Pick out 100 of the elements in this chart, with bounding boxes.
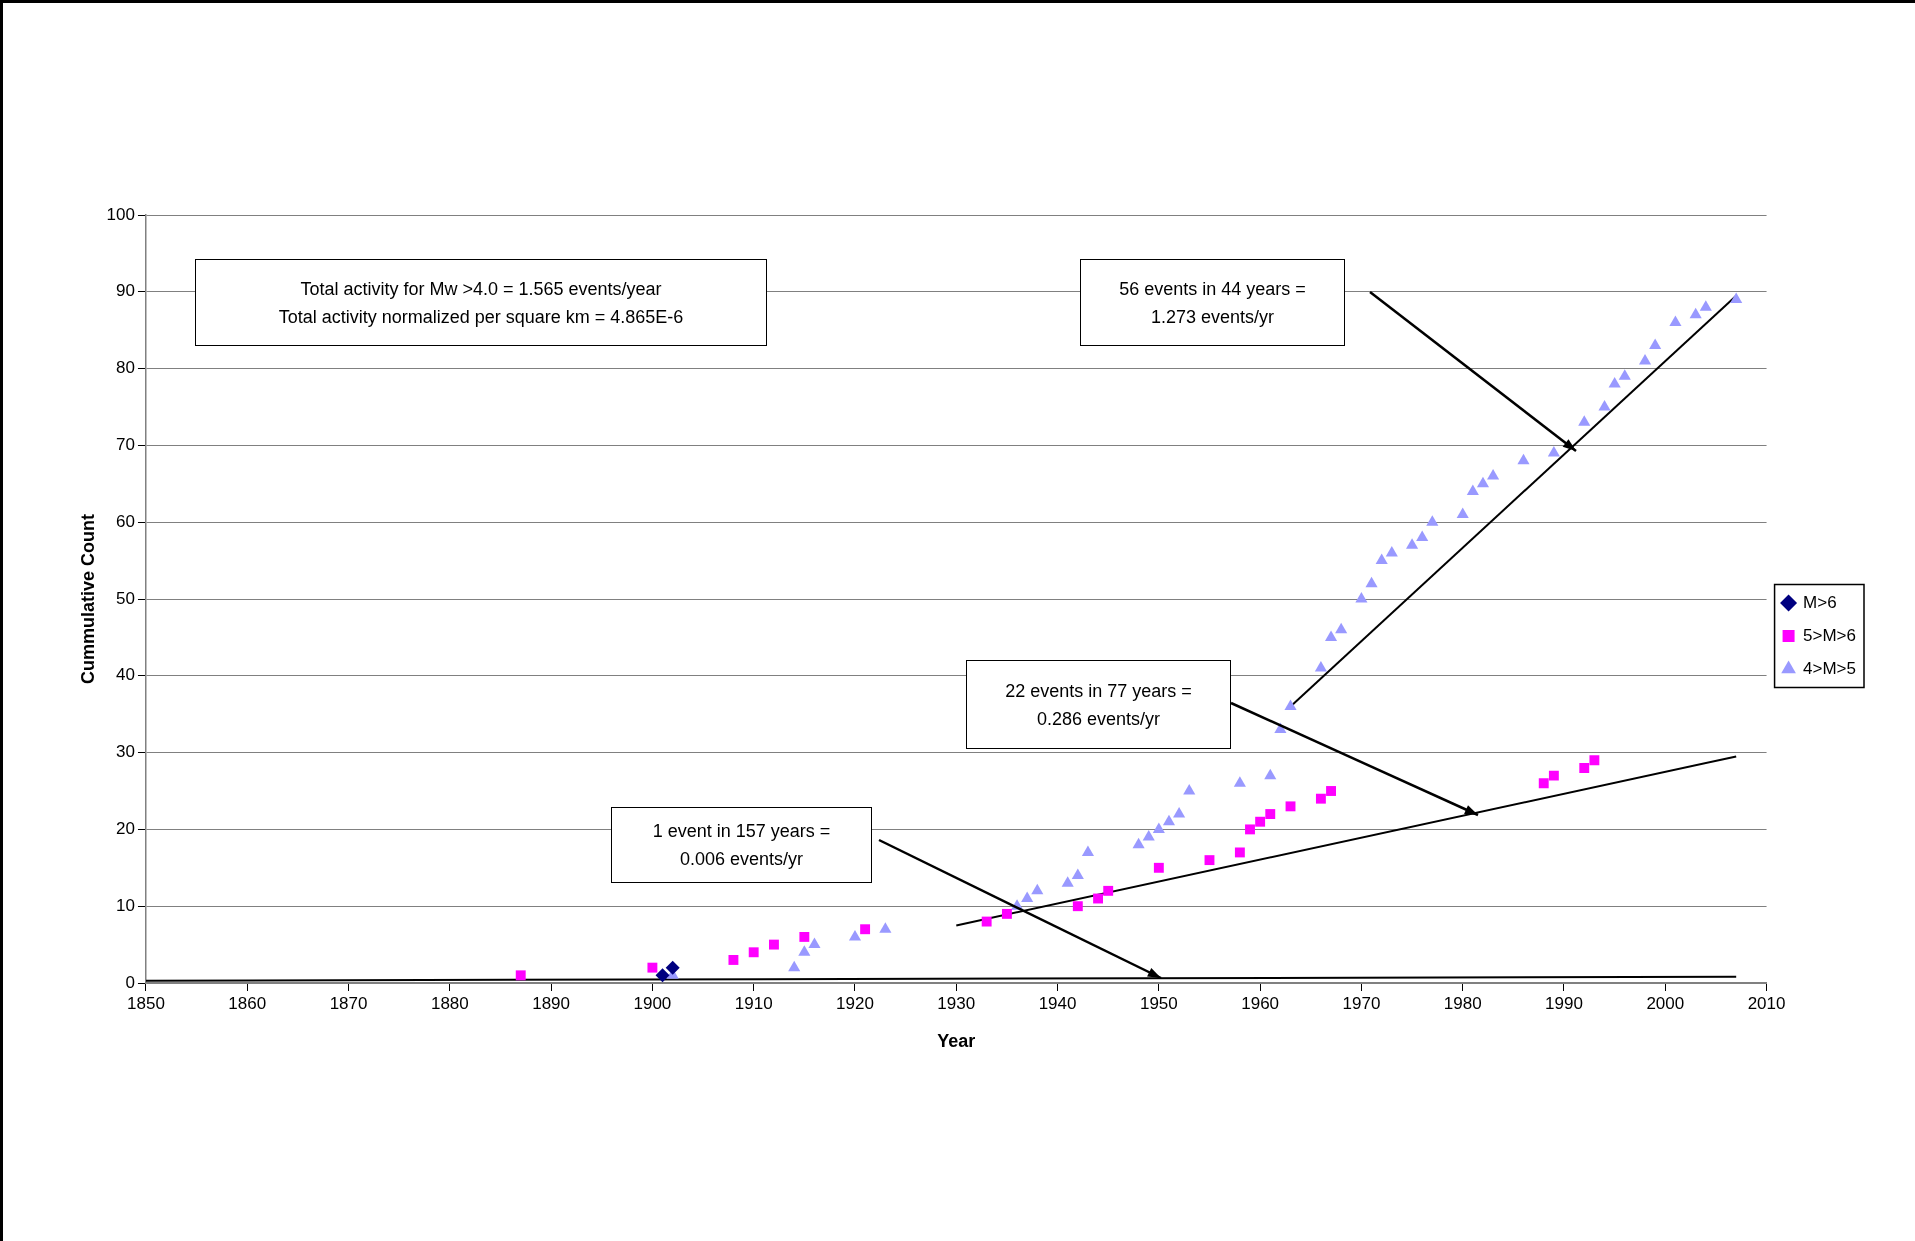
point bbox=[1061, 876, 1074, 887]
x-tick-label: 1890 bbox=[532, 993, 571, 1013]
annotation: 1 event in 157 years = 0.006 events/yr bbox=[652, 820, 831, 871]
point bbox=[647, 962, 658, 973]
point bbox=[769, 939, 779, 950]
point bbox=[1152, 822, 1165, 833]
point bbox=[1265, 809, 1276, 819]
legend-label: 5>M>6 bbox=[1803, 625, 1857, 645]
x-tick-label: 1900 bbox=[633, 993, 672, 1013]
point bbox=[1608, 376, 1621, 388]
point bbox=[1093, 893, 1104, 904]
point bbox=[1264, 768, 1277, 780]
point bbox=[1315, 793, 1326, 804]
y-tick-label: 30 bbox=[116, 742, 135, 762]
x-axis-title: Year bbox=[937, 1031, 976, 1052]
x-tick-label: 1920 bbox=[836, 993, 874, 1013]
legend-label: 4>M>5 bbox=[1803, 658, 1857, 678]
point bbox=[1233, 776, 1246, 787]
point bbox=[1132, 837, 1145, 849]
point bbox=[1326, 786, 1336, 796]
x-tick-label: 1880 bbox=[430, 993, 469, 1013]
legend-label: M>6 bbox=[1803, 592, 1837, 612]
x-tick-label: 1910 bbox=[734, 993, 773, 1013]
y-axis-title: Cummulative Count bbox=[77, 513, 98, 685]
point bbox=[788, 960, 801, 972]
point bbox=[848, 929, 862, 941]
point bbox=[1142, 830, 1155, 841]
x-tick-label: 1950 bbox=[1139, 993, 1178, 1013]
y-tick-label: 70 bbox=[116, 435, 135, 455]
x-tick-label: 1850 bbox=[127, 993, 165, 1013]
point bbox=[1365, 576, 1378, 588]
point bbox=[1204, 855, 1215, 866]
y-tick-label: 60 bbox=[116, 511, 135, 531]
point bbox=[808, 937, 821, 949]
text-box: 1 event in 157 years = 0.006 events/yr bbox=[611, 807, 872, 883]
point bbox=[1466, 484, 1479, 495]
point bbox=[1456, 507, 1469, 519]
point bbox=[1081, 845, 1095, 856]
point bbox=[1476, 476, 1490, 488]
annotation: Total activity for Mw >4.0 = 1.565 events/year Total activity normalized per square km = 4.865E-6 bbox=[278, 277, 684, 329]
point bbox=[1649, 338, 1662, 350]
point bbox=[1284, 699, 1297, 711]
x-tick-label: 1980 bbox=[1443, 993, 1482, 1013]
point bbox=[1416, 530, 1429, 542]
point bbox=[1487, 469, 1500, 480]
text-box: 22 events in 77 years = 0.286 events/yr bbox=[966, 660, 1231, 749]
point bbox=[1426, 515, 1439, 526]
y-tick-label: 0 bbox=[125, 972, 135, 992]
y-tick-label: 20 bbox=[116, 819, 135, 839]
point bbox=[1699, 300, 1712, 311]
x-tick-label: 1940 bbox=[1038, 993, 1077, 1013]
point bbox=[1730, 292, 1743, 303]
point bbox=[860, 924, 871, 935]
x-tick-label: 1990 bbox=[1545, 993, 1583, 1013]
x-tick-label: 1970 bbox=[1342, 993, 1381, 1013]
annotation: 22 events in 77 years = 0.286 events/yr bbox=[1005, 679, 1192, 731]
point bbox=[1589, 755, 1600, 766]
point bbox=[655, 968, 670, 983]
x-tick-label: 1930 bbox=[937, 993, 976, 1013]
point bbox=[1579, 763, 1590, 773]
point bbox=[515, 970, 526, 981]
point bbox=[1255, 816, 1266, 827]
point bbox=[799, 931, 810, 942]
point bbox=[1355, 592, 1368, 603]
point bbox=[1618, 369, 1631, 380]
point bbox=[1538, 778, 1549, 789]
x-tick-label: 1960 bbox=[1241, 993, 1280, 1013]
point bbox=[1638, 353, 1652, 365]
point bbox=[1245, 824, 1255, 835]
point bbox=[1598, 400, 1611, 411]
x-tick-label: 2010 bbox=[1747, 993, 1786, 1013]
x-tick-label: 1860 bbox=[228, 993, 267, 1013]
point bbox=[1021, 891, 1034, 903]
y-tick-label: 80 bbox=[116, 358, 135, 378]
point bbox=[1548, 770, 1559, 781]
point bbox=[1578, 415, 1591, 426]
point bbox=[1324, 630, 1338, 641]
point bbox=[1162, 814, 1176, 826]
point bbox=[1031, 883, 1044, 895]
point bbox=[1406, 538, 1419, 549]
text-box: 56 events in 44 years = 1.273 events/yr bbox=[1080, 259, 1345, 346]
y-tick-label: 50 bbox=[116, 588, 135, 608]
point bbox=[1103, 885, 1114, 896]
point bbox=[1071, 868, 1084, 879]
point bbox=[748, 947, 759, 958]
point bbox=[1385, 545, 1398, 557]
point bbox=[1183, 784, 1196, 795]
point bbox=[981, 916, 992, 927]
point bbox=[1072, 901, 1083, 912]
point bbox=[1285, 801, 1296, 812]
point bbox=[1173, 807, 1186, 818]
point bbox=[728, 955, 739, 965]
point bbox=[1001, 908, 1012, 919]
point bbox=[1689, 307, 1702, 319]
y-tick-label: 40 bbox=[116, 665, 135, 685]
point bbox=[1153, 862, 1164, 873]
annotation: 56 events in 44 years = 1.273 events/yr bbox=[1119, 277, 1306, 329]
point bbox=[1314, 661, 1327, 672]
y-tick-label: 100 bbox=[106, 204, 135, 224]
point bbox=[798, 945, 811, 956]
